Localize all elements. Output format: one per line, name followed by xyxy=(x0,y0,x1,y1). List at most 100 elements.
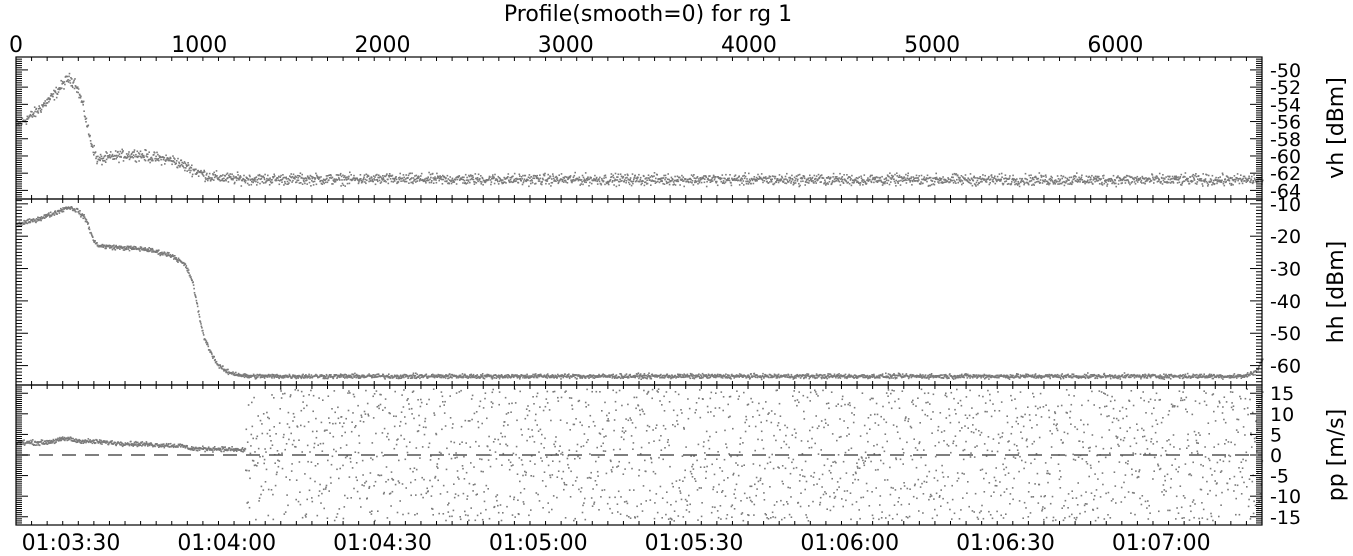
data-point xyxy=(142,154,145,157)
data-point xyxy=(901,373,904,375)
data-point xyxy=(646,179,648,181)
data-point xyxy=(1031,184,1033,186)
data-point xyxy=(336,377,338,379)
data-point xyxy=(404,376,407,378)
data-point xyxy=(693,377,696,380)
data-point xyxy=(1222,182,1225,185)
data-point xyxy=(161,251,163,254)
data-point xyxy=(50,93,52,95)
data-point xyxy=(488,374,490,377)
data-point xyxy=(557,182,560,185)
data-point xyxy=(532,177,534,179)
data-point xyxy=(309,377,311,379)
data-point xyxy=(237,374,239,376)
data-point xyxy=(967,177,969,179)
data-point xyxy=(555,180,557,182)
data-point xyxy=(489,179,492,181)
data-point xyxy=(83,216,86,218)
data-point xyxy=(442,178,445,181)
data-point xyxy=(907,174,909,177)
data-point xyxy=(117,246,119,248)
data-point xyxy=(539,174,541,176)
data-point xyxy=(1137,179,1139,181)
data-point xyxy=(901,176,903,179)
data-point xyxy=(316,175,319,178)
data-point xyxy=(529,177,531,179)
data-point xyxy=(215,360,218,363)
data-point xyxy=(353,174,355,177)
data-point xyxy=(318,177,321,179)
data-point xyxy=(766,180,768,183)
data-point xyxy=(202,171,204,174)
data-point xyxy=(716,374,718,377)
data-point xyxy=(740,177,743,179)
data-point xyxy=(86,126,89,128)
data-point xyxy=(242,178,245,180)
data-point xyxy=(343,176,345,179)
data-point xyxy=(550,185,552,187)
data-point xyxy=(303,177,306,180)
data-point xyxy=(432,182,435,184)
data-point xyxy=(819,176,821,178)
data-point xyxy=(794,376,796,379)
data-point xyxy=(554,176,557,179)
data-point xyxy=(1084,182,1086,185)
data-point xyxy=(286,180,289,183)
data-point xyxy=(153,153,155,156)
data-point xyxy=(461,373,464,375)
data-point xyxy=(180,261,183,263)
data-point xyxy=(407,377,410,379)
data-point xyxy=(196,303,199,305)
data-point xyxy=(98,245,101,248)
data-point xyxy=(1127,179,1129,181)
data-point xyxy=(634,374,636,377)
data-point xyxy=(709,175,711,177)
data-point xyxy=(502,181,505,184)
data-point xyxy=(968,182,971,184)
data-point xyxy=(285,375,287,377)
data-point xyxy=(217,177,220,179)
panel-frame xyxy=(15,56,1263,200)
data-point xyxy=(143,249,145,252)
data-point xyxy=(333,374,336,376)
data-point xyxy=(200,325,203,328)
data-point xyxy=(360,376,362,379)
data-point xyxy=(496,179,499,181)
data-point xyxy=(862,184,864,186)
data-point xyxy=(1112,174,1115,177)
data-point xyxy=(125,153,128,155)
data-point xyxy=(645,183,648,185)
data-point xyxy=(195,296,197,299)
data-point xyxy=(670,377,673,379)
data-point xyxy=(41,104,44,107)
data-point xyxy=(100,246,102,248)
data-point xyxy=(371,376,374,379)
data-point xyxy=(1236,177,1238,180)
data-point xyxy=(625,373,628,375)
data-point xyxy=(132,248,134,250)
data-point xyxy=(833,375,835,377)
data-point xyxy=(662,177,665,179)
data-point xyxy=(295,181,298,183)
data-point xyxy=(864,181,866,183)
data-point xyxy=(1035,176,1037,179)
data-point xyxy=(311,176,314,178)
data-point xyxy=(788,179,791,182)
data-point xyxy=(708,374,711,376)
data-point xyxy=(683,180,685,182)
data-point xyxy=(820,376,822,379)
data-point xyxy=(547,374,550,377)
data-point xyxy=(519,178,521,180)
data-point xyxy=(1061,181,1064,184)
data-point xyxy=(286,374,288,377)
data-point xyxy=(514,180,516,183)
data-point xyxy=(677,179,679,181)
data-point xyxy=(69,79,71,82)
data-point xyxy=(671,375,674,377)
data-point xyxy=(87,223,89,225)
data-point xyxy=(462,375,465,377)
data-point xyxy=(1209,180,1211,183)
data-point xyxy=(416,180,418,182)
data-point xyxy=(979,176,981,178)
data-point xyxy=(852,375,855,377)
